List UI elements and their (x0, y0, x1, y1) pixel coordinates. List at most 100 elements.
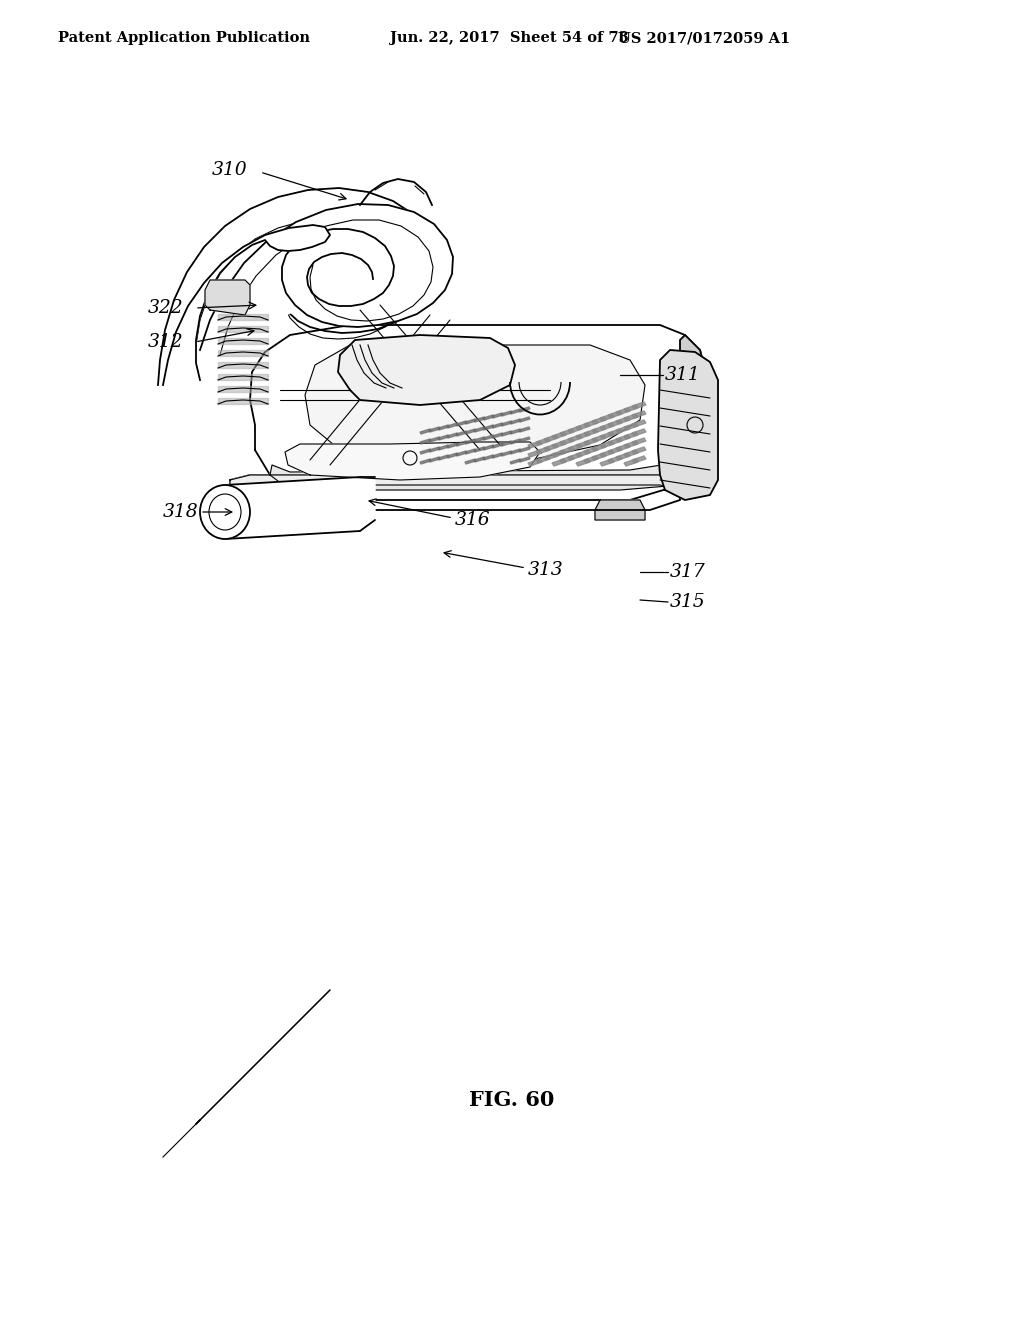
Polygon shape (608, 429, 622, 436)
Polygon shape (616, 408, 630, 414)
Polygon shape (560, 455, 574, 463)
Polygon shape (560, 429, 574, 436)
Ellipse shape (200, 484, 250, 539)
Polygon shape (447, 444, 458, 447)
Polygon shape (474, 437, 485, 442)
Polygon shape (438, 436, 449, 440)
Polygon shape (474, 447, 485, 451)
Polygon shape (575, 422, 590, 430)
Polygon shape (225, 477, 375, 539)
Polygon shape (483, 445, 494, 450)
Polygon shape (595, 500, 645, 520)
Polygon shape (616, 453, 630, 459)
Polygon shape (501, 411, 512, 416)
Polygon shape (429, 426, 440, 432)
Polygon shape (218, 374, 268, 380)
Polygon shape (483, 436, 494, 440)
Polygon shape (600, 441, 614, 447)
Text: 312: 312 (147, 333, 183, 351)
Polygon shape (575, 450, 590, 457)
Polygon shape (624, 441, 638, 447)
Polygon shape (544, 436, 558, 442)
Polygon shape (616, 417, 630, 424)
Polygon shape (584, 420, 598, 426)
Polygon shape (492, 453, 503, 458)
Polygon shape (218, 399, 268, 404)
Polygon shape (552, 450, 566, 457)
Polygon shape (492, 444, 503, 447)
Polygon shape (492, 413, 503, 418)
Polygon shape (218, 385, 268, 392)
Polygon shape (600, 422, 614, 430)
Polygon shape (568, 436, 582, 442)
Polygon shape (528, 441, 542, 447)
Polygon shape (608, 411, 622, 418)
Polygon shape (616, 436, 630, 442)
Polygon shape (624, 422, 638, 430)
Polygon shape (429, 437, 440, 442)
Polygon shape (632, 429, 646, 436)
Polygon shape (600, 414, 614, 421)
Polygon shape (474, 457, 485, 462)
Polygon shape (584, 447, 598, 454)
Text: 313: 313 (528, 561, 563, 579)
Polygon shape (568, 426, 582, 433)
Polygon shape (158, 187, 437, 385)
Polygon shape (632, 420, 646, 426)
Polygon shape (624, 432, 638, 440)
Text: 322: 322 (147, 300, 183, 317)
Polygon shape (465, 429, 476, 434)
Polygon shape (474, 417, 485, 422)
Polygon shape (205, 280, 250, 315)
Polygon shape (250, 325, 705, 500)
Polygon shape (584, 438, 598, 445)
Polygon shape (624, 405, 638, 412)
Polygon shape (200, 205, 453, 350)
Polygon shape (230, 475, 680, 510)
Text: 310: 310 (211, 161, 247, 180)
Polygon shape (285, 442, 540, 480)
Text: Patent Application Publication: Patent Application Publication (58, 30, 310, 45)
Polygon shape (519, 407, 530, 412)
Polygon shape (218, 314, 268, 319)
Polygon shape (536, 438, 550, 445)
Polygon shape (560, 447, 574, 454)
Polygon shape (632, 455, 646, 463)
Polygon shape (560, 438, 574, 445)
Polygon shape (592, 417, 606, 424)
Polygon shape (632, 447, 646, 454)
Polygon shape (501, 441, 512, 446)
Polygon shape (568, 444, 582, 451)
Polygon shape (465, 418, 476, 424)
Polygon shape (680, 335, 705, 465)
Polygon shape (608, 420, 622, 426)
Polygon shape (519, 426, 530, 432)
Polygon shape (218, 326, 268, 333)
Polygon shape (510, 409, 521, 414)
Polygon shape (438, 455, 449, 459)
Polygon shape (255, 500, 305, 520)
Polygon shape (483, 414, 494, 420)
Polygon shape (420, 459, 431, 465)
Polygon shape (501, 451, 512, 455)
Polygon shape (465, 440, 476, 444)
Polygon shape (519, 447, 530, 451)
Polygon shape (230, 475, 680, 490)
Polygon shape (575, 459, 590, 466)
Polygon shape (658, 350, 718, 500)
Polygon shape (632, 411, 646, 418)
Polygon shape (420, 449, 431, 454)
Polygon shape (483, 425, 494, 430)
Polygon shape (465, 449, 476, 454)
Polygon shape (456, 432, 467, 436)
Polygon shape (544, 453, 558, 459)
Polygon shape (218, 338, 268, 345)
Polygon shape (429, 447, 440, 451)
Polygon shape (575, 432, 590, 440)
Text: US 2017/0172059 A1: US 2017/0172059 A1 (618, 30, 791, 45)
Polygon shape (552, 459, 566, 466)
Polygon shape (447, 422, 458, 428)
Polygon shape (420, 440, 431, 444)
Polygon shape (163, 224, 330, 385)
Polygon shape (456, 451, 467, 455)
